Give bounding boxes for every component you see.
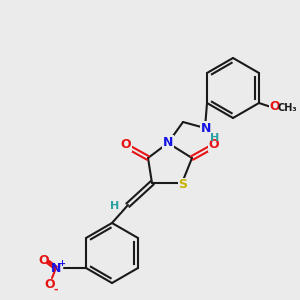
Text: -: - <box>54 285 58 295</box>
Text: N: N <box>51 262 61 275</box>
Text: O: O <box>45 278 55 290</box>
Text: O: O <box>121 137 131 151</box>
Text: O: O <box>39 254 49 266</box>
Text: O: O <box>209 137 219 151</box>
Text: O: O <box>270 100 280 113</box>
Text: S: S <box>178 178 188 191</box>
Text: +: + <box>58 259 65 268</box>
Text: N: N <box>201 122 211 134</box>
Text: CH₃: CH₃ <box>277 103 297 113</box>
Text: N: N <box>163 136 173 148</box>
Text: H: H <box>110 201 120 211</box>
Text: H: H <box>210 133 220 143</box>
